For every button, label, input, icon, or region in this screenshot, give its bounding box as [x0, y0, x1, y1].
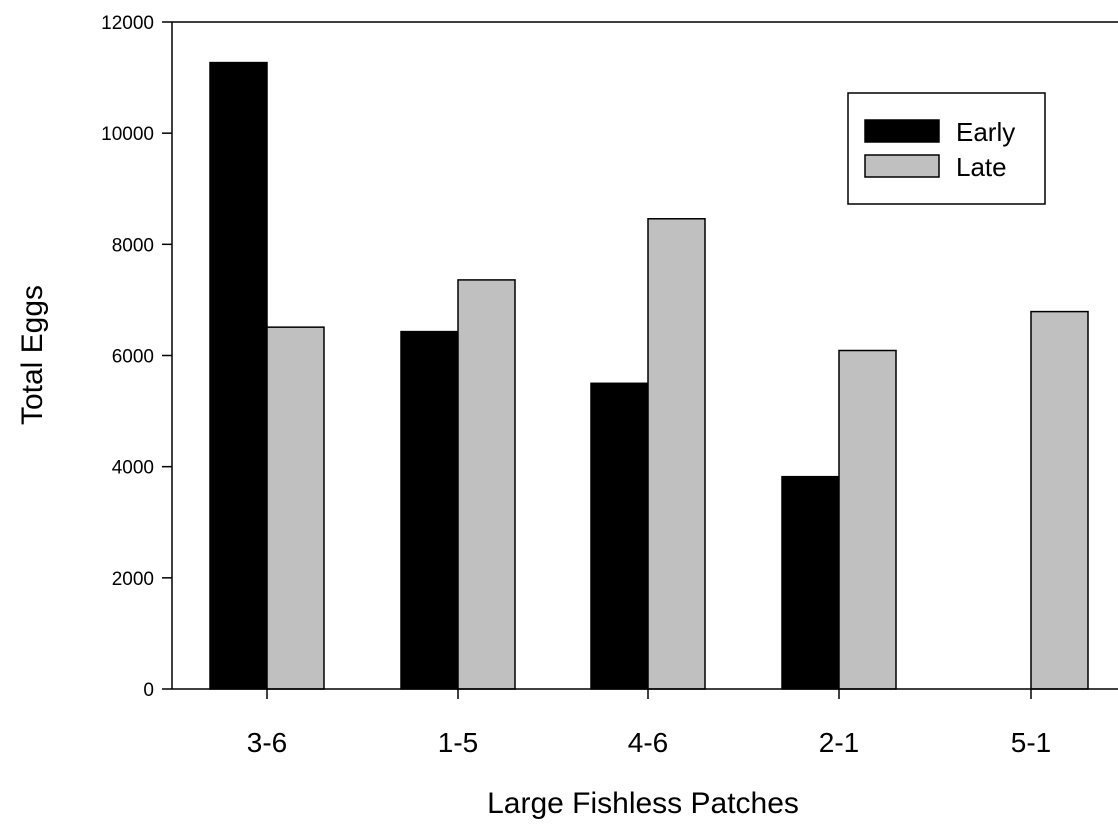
- bar-early-3-6: [209, 61, 268, 690]
- bar-late-5-1: [1030, 310, 1089, 690]
- legend-label-early: Early: [956, 117, 1015, 147]
- x-tick-label: 2-1: [819, 727, 859, 758]
- x-tick-label: 5-1: [1011, 727, 1051, 758]
- x-tick-label: 4-6: [628, 727, 668, 758]
- y-tick-label: 4000: [112, 458, 154, 479]
- y-tick-label: 0: [143, 680, 154, 701]
- bar-late-1-5: [457, 279, 516, 690]
- x-axis-title: Large Fishless Patches: [487, 787, 799, 820]
- bar-early-4-6: [590, 382, 649, 690]
- x-tick-label: 3-6: [247, 727, 287, 758]
- legend-box: [847, 92, 1046, 205]
- y-tick-label: 2000: [112, 569, 154, 590]
- y-tick-label: 12000: [101, 13, 154, 34]
- plot-area: 0 2000 4000 6000 8000 10000 12000 3-6 1-5 4-6 2-1 5…: [101, 13, 1118, 758]
- bar-late-3-6: [266, 326, 325, 690]
- y-axis-title: Total Eggs: [16, 285, 49, 425]
- y-tick-label: 10000: [101, 124, 154, 145]
- bar-early-2-1: [781, 475, 840, 690]
- legend-swatch-late: [864, 154, 940, 178]
- bar-late-2-1: [838, 349, 897, 690]
- y-tick-label: 6000: [112, 347, 154, 368]
- y-tick-label: 8000: [112, 235, 154, 256]
- bar-early-1-5: [400, 330, 459, 690]
- bar-late-4-6: [647, 218, 706, 690]
- x-tick-label: 1-5: [438, 727, 478, 758]
- legend-label-late: Late: [956, 152, 1007, 182]
- legend: Early Late: [847, 92, 1046, 205]
- legend-swatch-early: [864, 119, 940, 143]
